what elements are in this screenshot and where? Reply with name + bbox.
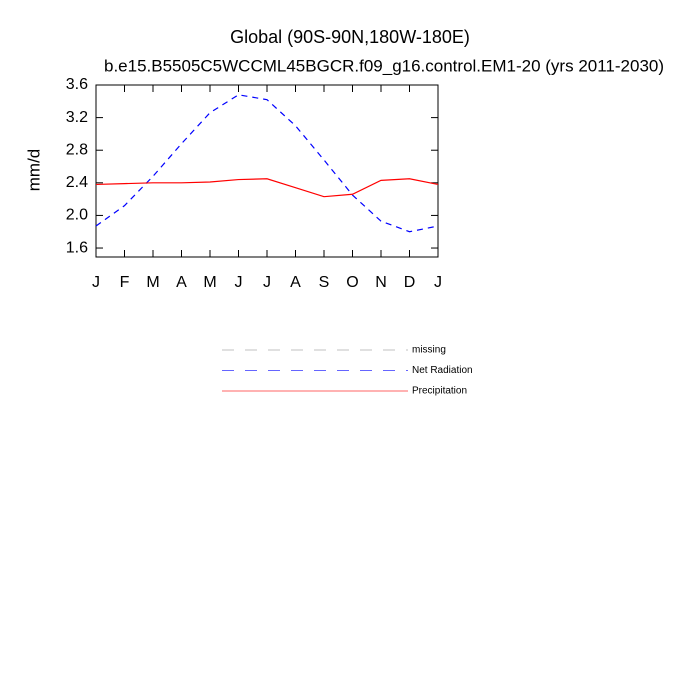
legend-label: Precipitation (412, 386, 467, 397)
x-tick-label: D (404, 274, 416, 291)
x-tick-label: N (375, 274, 387, 291)
x-tick-label: S (319, 274, 330, 291)
x-tick-label: M (203, 274, 216, 291)
x-tick-label: A (176, 274, 187, 291)
x-tick-label: A (290, 274, 301, 291)
x-tick-label: F (120, 274, 130, 291)
series-line (95, 178, 439, 198)
y-tick-label: 2.4 (66, 174, 88, 191)
x-tick-label: O (346, 274, 358, 291)
chart-subtitle: b.e15.B5505C5WCCML45BGCR.f09_g16.control… (104, 56, 664, 75)
y-axis-label: mm/d (24, 149, 43, 192)
series-line (95, 94, 439, 233)
y-tick-label: 3.6 (66, 76, 88, 93)
x-tick-label: M (146, 274, 159, 291)
y-tick-label: 2.0 (66, 207, 88, 224)
y-tick-label: 2.8 (66, 141, 88, 158)
chart-title: Global (90S-90N,180W-180E) (230, 27, 470, 47)
y-tick-label: 3.2 (66, 109, 88, 126)
x-tick-label: J (92, 274, 100, 291)
y-tick-label: 1.6 (66, 239, 88, 256)
x-tick-label: J (263, 274, 271, 291)
x-tick-label: J (434, 274, 442, 291)
legend-label: missing (412, 345, 446, 356)
legend-label: Net Radiation (412, 365, 473, 376)
x-tick-label: J (235, 274, 243, 291)
